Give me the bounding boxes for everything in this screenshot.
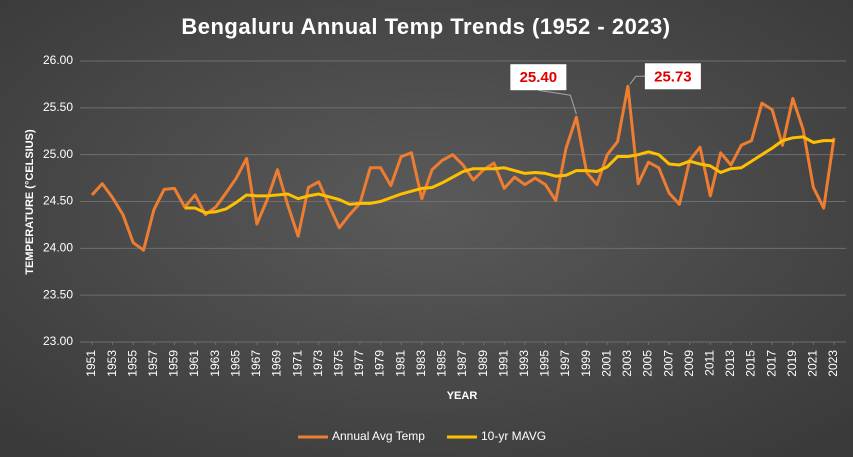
x-tick-label: 2017 <box>764 350 778 377</box>
label-box <box>510 64 567 91</box>
series-line <box>184 135 834 215</box>
x-tick-label: 1981 <box>393 350 407 377</box>
x-tick-label: 1971 <box>290 350 304 377</box>
y-tick-label: 25.00 <box>43 147 73 161</box>
y-tick-label: 24.00 <box>43 241 73 255</box>
series-line <box>90 84 836 252</box>
x-tick-label: 1963 <box>208 350 222 377</box>
x-tick-label: 1985 <box>435 350 449 377</box>
data-label: 25.40 <box>520 69 558 86</box>
x-tick-label: 1977 <box>352 350 366 377</box>
y-axis-title: TEMPERATURE (°CELSIUS) <box>24 129 36 275</box>
x-tick-label: 2019 <box>785 350 799 377</box>
x-tick-label: 1991 <box>496 350 510 377</box>
y-tick-label: 26.00 <box>43 53 73 67</box>
x-axis-title: YEAR <box>447 390 478 402</box>
chart-title: Bengaluru Annual Temp Trends (1952 - 202… <box>181 14 670 39</box>
x-tick-label: 1955 <box>125 350 139 377</box>
x-tick-label: 1961 <box>187 350 201 377</box>
x-tick-label: 1975 <box>332 350 346 377</box>
x-tick-label: 1983 <box>414 350 428 377</box>
x-tick-label: 1989 <box>476 350 490 377</box>
x-tick-label: 2003 <box>620 350 634 377</box>
legend-label: 10-yr MAVG <box>481 429 546 443</box>
x-tick-label: 1979 <box>373 350 387 377</box>
x-tick-label: 2011 <box>703 350 717 376</box>
x-tick-label: 2005 <box>641 350 655 377</box>
x-tick-label: 2007 <box>661 350 675 377</box>
x-tick-label: 1997 <box>558 350 572 377</box>
x-tick-label: 1973 <box>311 350 325 377</box>
x-tick-label: 1953 <box>105 350 119 377</box>
x-tick-label: 1957 <box>146 350 160 377</box>
x-tick-label: 2021 <box>806 350 820 377</box>
x-tick-label: 1965 <box>228 350 242 377</box>
x-tick-label: 2015 <box>744 350 758 377</box>
y-tick-label: 24.50 <box>43 194 73 208</box>
x-tick-label: 1969 <box>270 350 284 377</box>
x-tick-label: 2013 <box>723 350 737 377</box>
legend-label: Annual Avg Temp <box>332 429 425 443</box>
x-tick-label: 1951 <box>84 350 98 377</box>
x-tick-label: 2001 <box>599 350 613 377</box>
x-tick-label: 1993 <box>517 350 531 377</box>
x-tick-label: 1987 <box>455 350 469 377</box>
y-tick-label: 23.00 <box>43 334 73 348</box>
x-tick-label: 2023 <box>826 350 840 377</box>
x-tick-label: 2009 <box>682 350 696 377</box>
data-label: 25.73 <box>654 68 692 85</box>
x-tick-label: 1995 <box>538 350 552 377</box>
x-tick-label: 1959 <box>167 350 181 377</box>
x-tick-label: 1967 <box>249 350 263 377</box>
label-leader <box>538 89 577 115</box>
x-tick-label: 1999 <box>579 350 593 377</box>
label-box <box>644 63 701 90</box>
label-leader <box>629 75 646 85</box>
y-tick-label: 25.50 <box>43 100 73 114</box>
y-tick-label: 23.50 <box>43 287 73 301</box>
